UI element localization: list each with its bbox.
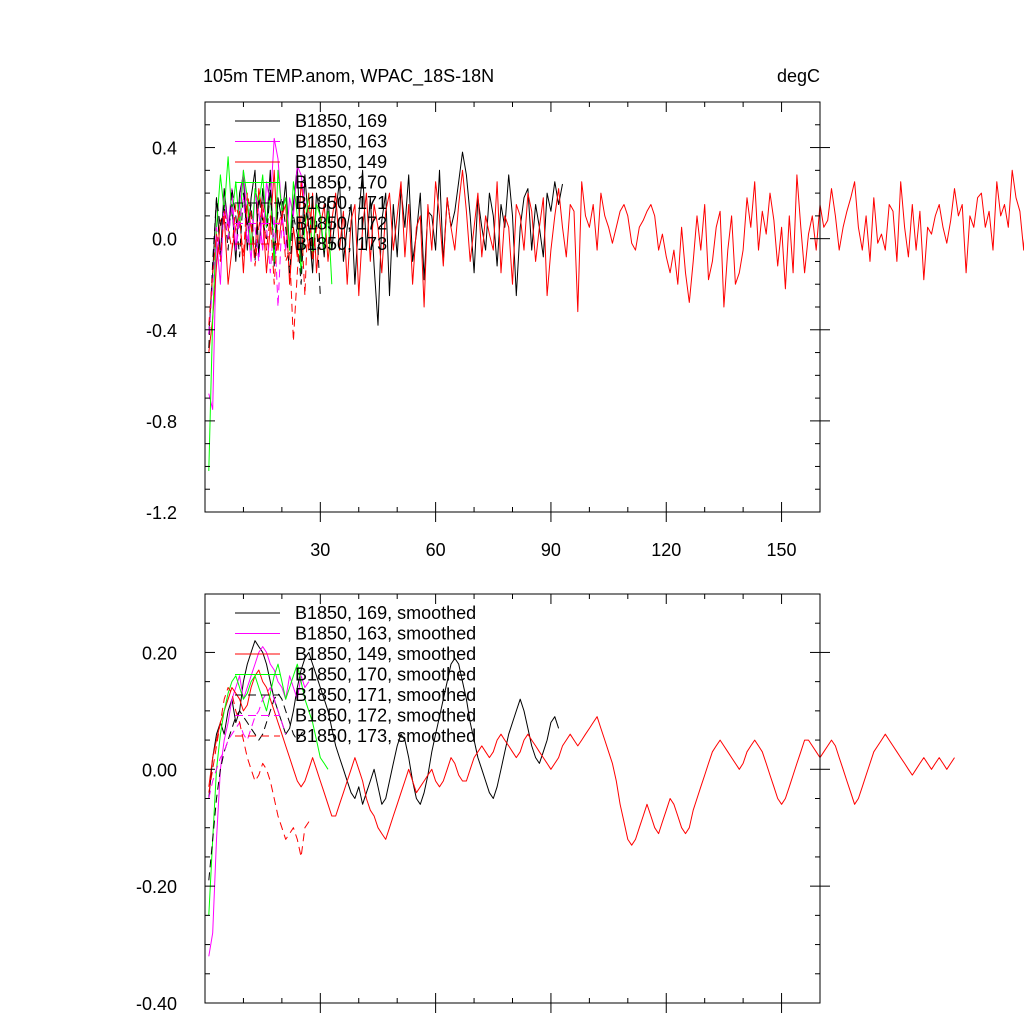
y-tick-label-1-3: -0.40: [136, 994, 177, 1014]
x-tick-label-0-3: 120: [651, 540, 681, 560]
legend-label-1-0: B1850, 169, smoothed: [295, 603, 476, 623]
legend-label-0-4: B1850, 171: [295, 193, 387, 213]
series-line-1-4: [208, 692, 306, 881]
series-line-0-5: [208, 197, 287, 335]
legend-label-0-0: B1850, 169: [295, 111, 387, 131]
y-tick-label-1-2: -0.20: [136, 877, 177, 897]
series-line-1-1: [208, 646, 310, 957]
bottom-panel-ticks: 0.20 0.00 -0.20 -0.40: [136, 594, 830, 1014]
x-tick-label-0-1: 60: [426, 540, 446, 560]
bottom-panel-frame: [204, 593, 821, 1004]
top-panel-title: 105m TEMP.anom, WPAC_18S-18N: [203, 66, 494, 87]
y-tick-label-0-4: -1.2: [146, 503, 177, 523]
legend-label-0-3: B1850, 170: [295, 173, 387, 193]
y-tick-label-0-2: -0.4: [146, 321, 177, 341]
x-tick-label-0-2: 90: [541, 540, 561, 560]
x-tick-label-0-0: 30: [310, 540, 330, 560]
series-line-1-2: [208, 669, 955, 846]
bottom-panel-series: [208, 640, 955, 957]
legend-label-1-3: B1850, 170, smoothed: [295, 665, 476, 685]
legend-label-1-2: B1850, 149, smoothed: [295, 644, 476, 664]
top-panel: 105m TEMP.anom, WPAC_18S-18N degC B1850,…: [146, 66, 1024, 560]
y-tick-label-1-0: 0.20: [142, 643, 177, 663]
x-tick-label-0-4: 150: [767, 540, 797, 560]
y-tick-label-1-1: 0.00: [142, 760, 177, 780]
y-tick-label-0-0: 0.4: [152, 139, 177, 159]
legend-label-1-4: B1850, 171, smoothed: [295, 685, 476, 705]
series-line-1-3: [208, 663, 329, 916]
top-panel-units: degC: [777, 66, 820, 86]
top-panel-ticks: 30 60 90 120 150 0.4 0.0 -0.4 -0.8 -1.2: [146, 102, 830, 560]
legend-label-0-1: B1850, 163: [295, 132, 387, 152]
top-panel-frame: [204, 101, 821, 513]
series-line-1-5: [208, 687, 287, 799]
y-tick-label-0-3: -0.8: [146, 412, 177, 432]
legend-label-0-6: B1850, 173: [295, 234, 387, 254]
series-line-0-2: [208, 169, 1024, 353]
legend-label-1-1: B1850, 163, smoothed: [295, 624, 476, 644]
series-line-1-0: [208, 640, 560, 805]
legend-label-1-6: B1850, 173, smoothed: [295, 726, 476, 746]
series-line-0-0: [208, 151, 563, 335]
series-line-0-6: [208, 192, 321, 342]
legend-label-0-2: B1850, 149: [295, 152, 387, 172]
series-line-0-4: [208, 188, 321, 349]
legend-label-0-5: B1850, 172: [295, 214, 387, 234]
y-tick-label-0-1: 0.0: [152, 230, 177, 250]
top-panel-series: [208, 137, 1024, 472]
legend-label-1-5: B1850, 172, smoothed: [295, 706, 476, 726]
